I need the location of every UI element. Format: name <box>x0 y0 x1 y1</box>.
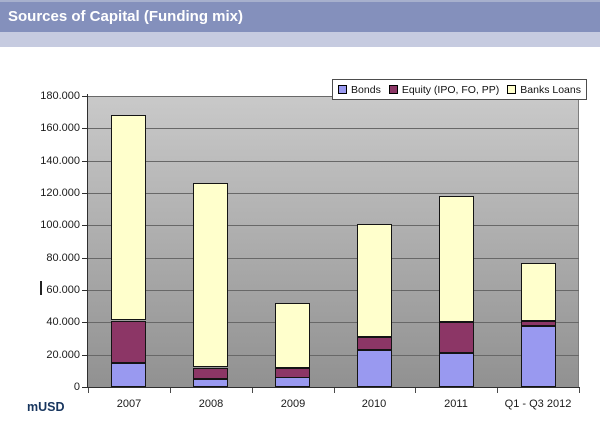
bar-segment-bonds <box>193 379 228 387</box>
y-tick-mark <box>82 161 87 162</box>
bar-segment-equity <box>193 368 228 379</box>
y-axis-line <box>87 94 88 388</box>
y-tick-label: 60.000 <box>46 284 80 296</box>
y-tick-label: 140.000 <box>40 155 80 167</box>
y-tick-label: 0 <box>73 381 80 393</box>
x-category-label: 2007 <box>116 398 142 410</box>
title-accent-band <box>0 32 600 47</box>
y-tick-mark <box>82 290 87 291</box>
legend-label: Bonds <box>351 83 381 96</box>
stray-text-cursor-artifact <box>40 281 42 295</box>
legend-label: Banks Loans <box>520 83 581 96</box>
chart-legend: Bonds Equity (IPO, FO, PP) Banks Loans <box>332 79 587 100</box>
unit-label: mUSD <box>27 400 65 414</box>
x-category-label: 2011 <box>444 398 468 410</box>
gridline <box>88 290 579 291</box>
y-tick-label: 80.000 <box>46 252 80 264</box>
x-tick-mark <box>170 388 171 393</box>
y-tick-label: 120.000 <box>40 187 80 199</box>
gridline <box>88 128 579 129</box>
bar-segment-equity <box>275 368 310 378</box>
bar-segment-bonds <box>439 353 474 387</box>
x-category-label: 2009 <box>280 398 306 410</box>
bar-segment-banks <box>275 303 310 368</box>
gridline <box>88 193 579 194</box>
x-tick-mark <box>415 388 416 393</box>
gridline <box>88 355 579 356</box>
y-tick-mark <box>82 322 87 323</box>
bar-segment-bonds <box>357 350 392 387</box>
y-tick-label: 20.000 <box>46 349 80 361</box>
legend-item: Banks Loans <box>507 84 581 96</box>
x-category-label: 2010 <box>361 398 387 410</box>
legend-label: Equity (IPO, FO, PP) <box>401 83 500 96</box>
bar-segment-bonds <box>275 377 310 387</box>
y-tick-mark <box>82 225 87 226</box>
gridline <box>88 258 579 259</box>
x-tick-mark <box>88 388 89 393</box>
y-tick-mark <box>82 355 87 356</box>
bar-segment-banks <box>357 224 392 337</box>
bar-segment-banks <box>111 115 146 320</box>
bar-segment-equity <box>357 337 392 350</box>
page-title: Sources of Capital (Funding mix) <box>0 0 600 32</box>
legend-item: Equity (IPO, FO, PP) <box>388 83 500 96</box>
y-tick-mark <box>82 193 87 194</box>
x-category-label: 2008 <box>198 398 224 410</box>
x-tick-mark <box>334 388 335 393</box>
plot-wall <box>88 96 579 387</box>
legend-swatch-icon <box>338 85 348 94</box>
x-tick-mark <box>497 388 498 393</box>
gridline <box>88 225 579 226</box>
gridline <box>88 161 579 162</box>
bar-segment-banks <box>193 183 228 367</box>
x-axis-line <box>87 387 580 388</box>
y-tick-label: 160.000 <box>40 122 80 134</box>
x-category-label: Q1 - Q3 2012 <box>504 398 572 410</box>
bar-segment-bonds <box>521 326 556 387</box>
y-tick-mark <box>82 96 87 97</box>
legend-item: Bonds <box>338 84 381 96</box>
y-tick-mark <box>82 128 87 129</box>
y-tick-label: 40.000 <box>46 316 80 328</box>
bar-segment-equity <box>111 321 146 363</box>
y-tick-mark <box>82 258 87 259</box>
gridline <box>88 322 579 323</box>
bar-segment-bonds <box>111 363 146 387</box>
x-tick-mark <box>579 388 580 393</box>
bar-segment-equity <box>521 321 556 326</box>
y-tick-label: 100.000 <box>40 219 80 231</box>
legend-swatch-icon <box>507 85 517 94</box>
y-tick-mark <box>82 387 87 388</box>
y-tick-label: 180.000 <box>40 90 80 102</box>
bar-segment-banks <box>521 263 556 321</box>
x-tick-mark <box>252 388 253 393</box>
bar-segment-equity <box>439 322 474 353</box>
bar-segment-banks <box>439 196 474 322</box>
legend-swatch-icon <box>388 85 398 94</box>
